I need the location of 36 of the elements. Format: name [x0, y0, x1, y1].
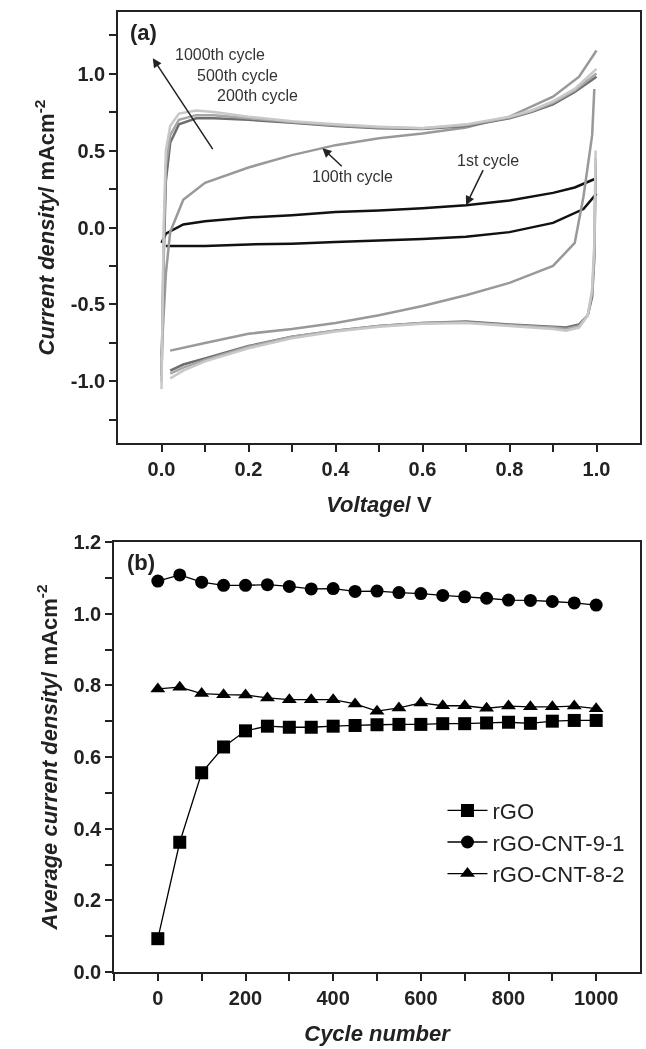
x-tick-label: 0: [152, 986, 164, 1009]
y-tick-label: 0.8: [73, 674, 102, 697]
x-axis-title: Voltage/ V: [326, 492, 433, 518]
y-tick-label: 1.0: [77, 62, 106, 85]
annotation: (a): [130, 20, 157, 45]
x-tick-label: 0.2: [234, 457, 263, 480]
y-tick-label: 1.2: [73, 531, 102, 553]
y-tick-label: 1.0: [73, 602, 102, 625]
y-tick-label: 0.4: [73, 817, 103, 840]
x-tick-label: 0.4: [321, 457, 351, 480]
x-tick-label: 0.0: [147, 457, 176, 480]
y-tick-label: -1.0: [70, 370, 106, 393]
legend-label: rGO: [492, 798, 535, 824]
x-tick-label: 0.8: [495, 457, 524, 480]
y-tick-label: 0.6: [73, 746, 102, 768]
annotation: (b): [127, 550, 156, 575]
x-tick-label: 200: [228, 986, 263, 1009]
y-tick-label: 0.0: [73, 961, 102, 983]
annotation: 1st cycle: [457, 152, 520, 169]
annotation: 500th cycle: [197, 67, 279, 84]
y-tick-label: 0.2: [73, 889, 102, 912]
x-tick-label: 800: [491, 986, 526, 1009]
y-tick-label: 0.5: [77, 139, 106, 162]
x-tick-label: 600: [404, 986, 438, 1009]
annotation: 1000th cycle: [175, 46, 265, 63]
x-tick-label: 400: [316, 986, 350, 1009]
x-tick-label: 1000: [573, 986, 619, 1009]
annotation: 100th cycle: [312, 168, 394, 185]
legend-label: rGO-CNT-9-1: [492, 830, 625, 856]
y-tick-label: 0.0: [77, 216, 106, 239]
annotation: 200th cycle: [217, 87, 299, 104]
x-axis-title: Cycle number: [304, 1021, 452, 1047]
y-tick-label: -0.5: [70, 293, 106, 316]
x-tick-label: 0.6: [408, 457, 437, 480]
x-tick-label: 1.0: [582, 457, 611, 480]
legend-label: rGO-CNT-8-2: [492, 862, 625, 888]
